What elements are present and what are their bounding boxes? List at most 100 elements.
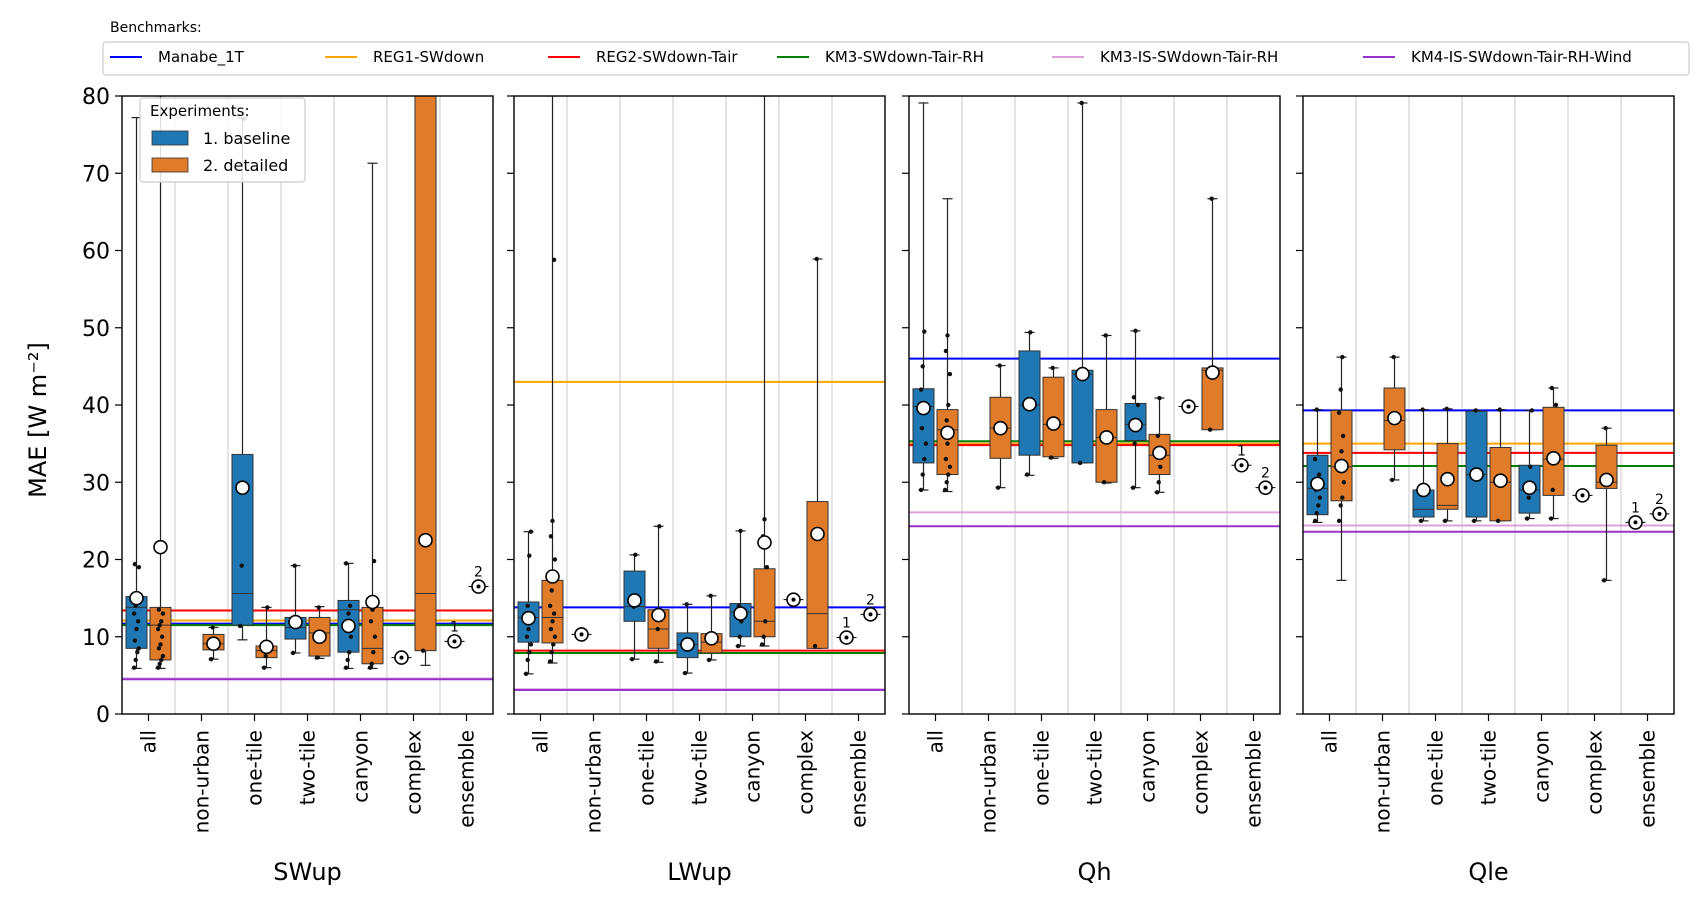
data-point bbox=[1263, 485, 1268, 490]
data-point bbox=[135, 650, 140, 655]
box bbox=[1095, 409, 1118, 483]
mean-marker bbox=[288, 614, 303, 630]
mean-marker bbox=[259, 639, 274, 655]
mean-marker bbox=[1310, 476, 1325, 492]
x-tick-label: complex bbox=[1583, 730, 1607, 815]
mean-marker bbox=[1099, 430, 1114, 445]
data-point bbox=[1314, 407, 1319, 412]
x-tick-label: canyon bbox=[741, 730, 765, 803]
data-point bbox=[708, 593, 713, 599]
mean-marker bbox=[418, 532, 433, 548]
data-point bbox=[737, 634, 742, 639]
y-tick-label: 0 bbox=[96, 703, 110, 728]
data-point bbox=[368, 619, 374, 624]
data-point bbox=[316, 605, 321, 610]
data-point bbox=[1389, 477, 1395, 483]
data-point bbox=[1077, 460, 1083, 466]
data-point bbox=[159, 619, 164, 624]
data-point bbox=[1239, 463, 1244, 468]
data-point bbox=[528, 642, 534, 647]
data-point bbox=[1101, 480, 1107, 485]
data-point bbox=[923, 441, 929, 446]
mean-marker bbox=[940, 425, 955, 441]
box bbox=[414, 96, 437, 652]
data-point bbox=[738, 528, 743, 534]
y-tick-label: 60 bbox=[82, 240, 110, 265]
mean-marker bbox=[365, 594, 380, 610]
x-tick-label: one-tile bbox=[1030, 730, 1054, 806]
data-point bbox=[265, 605, 270, 610]
x-tick-label: two-tile bbox=[1083, 730, 1107, 805]
x-tick-label: canyon bbox=[349, 730, 373, 803]
mean-marker bbox=[206, 636, 221, 652]
box bbox=[1330, 409, 1353, 502]
data-point bbox=[1103, 333, 1108, 338]
x-tick-label: complex bbox=[402, 730, 426, 815]
data-point bbox=[156, 607, 162, 612]
data-point bbox=[131, 611, 137, 616]
panel-title: Qle bbox=[1468, 858, 1508, 886]
data-point bbox=[547, 659, 553, 664]
y-tick-label: 70 bbox=[82, 162, 110, 187]
data-point bbox=[918, 487, 924, 493]
ensemble-label: 2 bbox=[474, 565, 483, 581]
mean-marker bbox=[757, 535, 772, 550]
data-point bbox=[210, 625, 215, 630]
data-point bbox=[920, 364, 925, 369]
data-point bbox=[476, 584, 481, 589]
data-point bbox=[548, 626, 554, 632]
data-point bbox=[1130, 485, 1136, 490]
mean-marker bbox=[1469, 467, 1484, 482]
data-point bbox=[812, 643, 818, 649]
mean-marker bbox=[704, 630, 719, 646]
data-point bbox=[1580, 493, 1585, 498]
box bbox=[1465, 410, 1488, 518]
data-point bbox=[735, 643, 741, 649]
experiments-legend: Experiments: 1. baseline 2. detailed bbox=[139, 97, 306, 183]
data-point bbox=[1471, 518, 1477, 524]
data-point bbox=[629, 656, 635, 662]
data-point bbox=[1316, 503, 1321, 508]
y-tick-label: 50 bbox=[82, 317, 110, 342]
experiment-legend-swatch bbox=[151, 130, 189, 146]
data-point bbox=[1657, 511, 1662, 516]
panel-qle: 12 all non-urban one-tile two-tile canyon comp… bbox=[1296, 95, 1675, 886]
benchmark-legend-label: KM3-IS-SWdown-Tair-RH bbox=[1100, 48, 1278, 66]
benchmark-legend-label: REG1-SWdown bbox=[373, 48, 484, 66]
data-point bbox=[761, 634, 766, 639]
data-point bbox=[314, 655, 320, 660]
data-point bbox=[134, 626, 139, 632]
ensemble-label: 1 bbox=[1237, 443, 1246, 459]
data-point bbox=[526, 626, 531, 632]
data-point bbox=[1550, 487, 1555, 493]
data-point bbox=[347, 650, 352, 655]
data-point bbox=[348, 634, 354, 639]
experiments-legend-title: Experiments: bbox=[150, 102, 250, 120]
x-tick-label: all bbox=[1318, 730, 1342, 753]
data-point bbox=[525, 657, 530, 663]
data-point bbox=[290, 650, 296, 656]
data-point bbox=[131, 665, 137, 670]
data-point bbox=[653, 659, 659, 664]
data-point bbox=[764, 565, 770, 570]
data-point bbox=[791, 597, 796, 602]
experiment-legend-swatch bbox=[151, 157, 189, 173]
panel-title: SWup bbox=[273, 858, 342, 886]
data-point bbox=[157, 622, 162, 628]
x-tick-label: all bbox=[137, 730, 161, 753]
data-point bbox=[1186, 404, 1191, 409]
data-point bbox=[208, 656, 214, 662]
box bbox=[231, 453, 254, 626]
x-tick-label: all bbox=[529, 730, 553, 753]
data-point bbox=[706, 657, 712, 663]
experiment-legend-label: 1. baseline bbox=[203, 129, 290, 148]
data-point bbox=[1524, 516, 1530, 521]
data-point bbox=[261, 665, 267, 670]
data-point bbox=[1339, 449, 1344, 454]
x-tick-label: ensemble bbox=[847, 730, 871, 828]
mean-marker bbox=[341, 618, 356, 634]
x-tick-label: canyon bbox=[1136, 730, 1160, 803]
data-point bbox=[682, 670, 688, 676]
ensemble-label: 2 bbox=[1261, 466, 1270, 482]
data-point bbox=[919, 425, 925, 431]
